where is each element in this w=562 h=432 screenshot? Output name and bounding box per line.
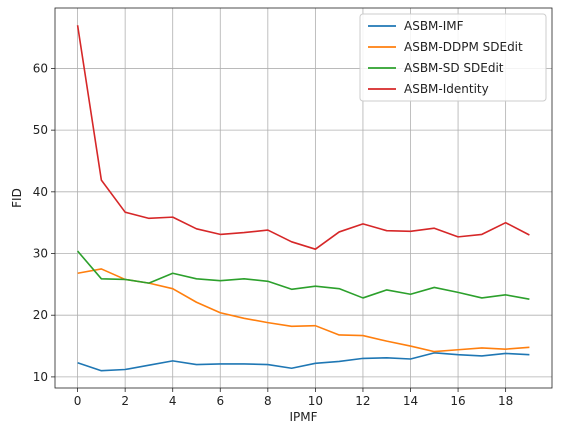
y-axis: 10 20 30 40 50 60 <box>33 61 55 384</box>
x-tick-label: 4 <box>169 394 177 408</box>
legend-label: ASBM-Identity <box>404 82 489 96</box>
series-line-0 <box>77 352 530 372</box>
x-tick-label: 14 <box>403 394 418 408</box>
legend: ASBM-IMF ASBM-DDPM SDEdit ASBM-SD SDEdit AS… <box>359 13 547 102</box>
series-line-3 <box>76 25 530 250</box>
x-axis: 0 2 4 6 8 10 12 14 16 18 <box>74 388 513 408</box>
y-tick-label: 20 <box>33 308 48 322</box>
x-tick-label: 16 <box>450 394 465 408</box>
legend-label: ASBM-DDPM SDEdit <box>404 40 523 54</box>
y-tick-label: 30 <box>33 247 48 261</box>
legend-label: ASBM-SD SDEdit <box>404 61 504 75</box>
series-line-1 <box>77 268 530 353</box>
x-tick-label: 2 <box>121 394 129 408</box>
y-tick-label: 10 <box>33 370 48 384</box>
y-axis-label: FID <box>10 188 24 208</box>
y-tick-label: 40 <box>33 185 48 199</box>
y-tick-label: 60 <box>33 61 48 75</box>
x-tick-label: 10 <box>308 394 323 408</box>
x-tick-label: 8 <box>264 394 272 408</box>
x-tick-label: 12 <box>355 394 370 408</box>
series-line-2 <box>76 250 530 300</box>
x-axis-label: IPMF <box>289 410 317 424</box>
plot-frame <box>54 7 553 389</box>
series-group <box>76 25 530 372</box>
legend-label: ASBM-IMF <box>404 19 464 33</box>
x-tick-label: 6 <box>216 394 224 408</box>
legend-box <box>359 13 547 102</box>
y-tick-label: 50 <box>33 123 48 137</box>
x-tick-label: 0 <box>74 394 82 408</box>
x-tick-label: 18 <box>498 394 513 408</box>
